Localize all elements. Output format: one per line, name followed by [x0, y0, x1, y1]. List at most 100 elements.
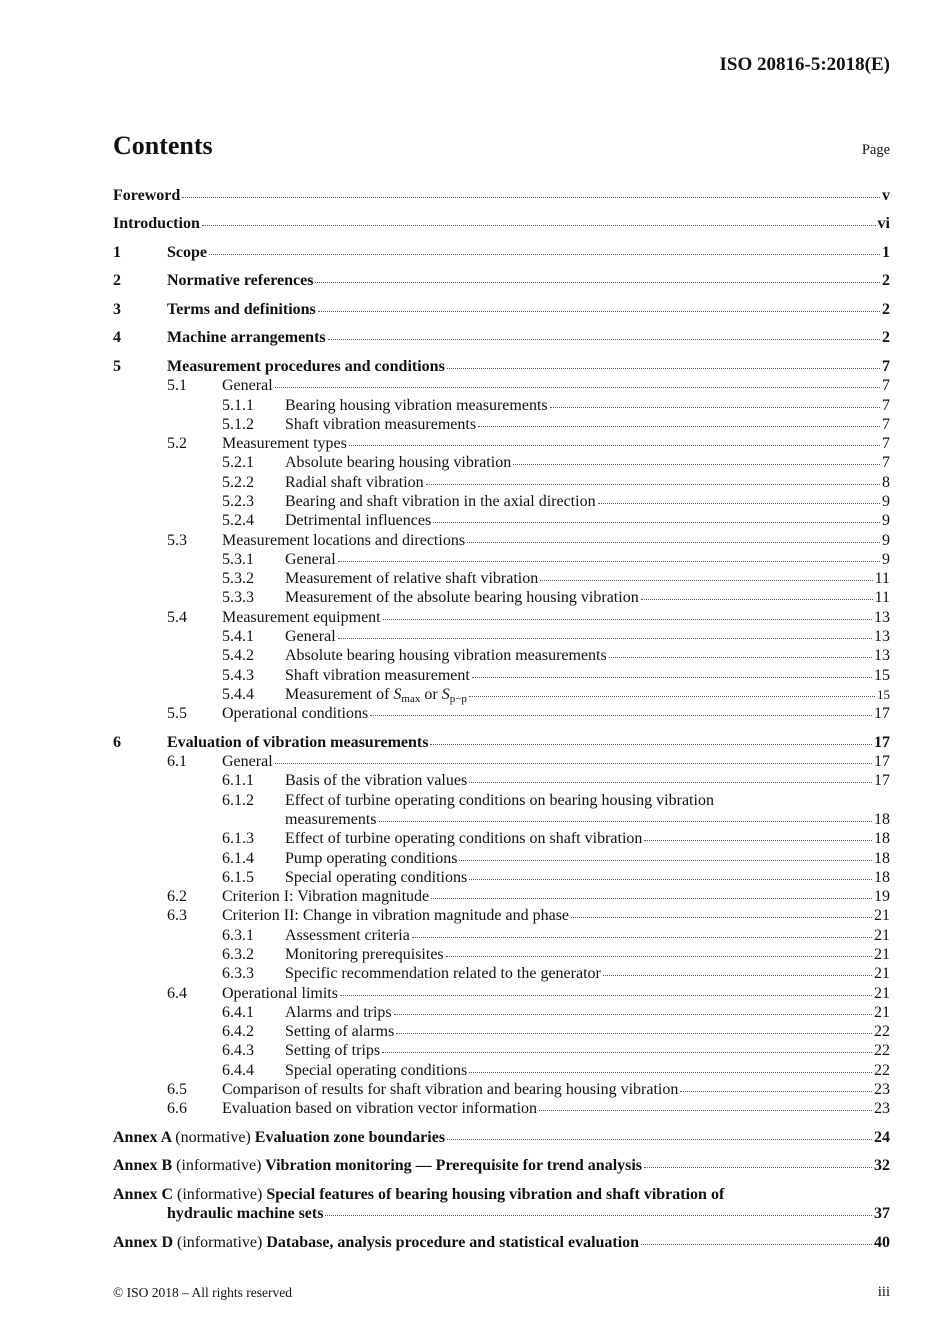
- dot-leader: [378, 820, 872, 822]
- toc-entry[interactable]: 6.6 Evaluation based on vibration vector …: [113, 1099, 890, 1118]
- toc-entry[interactable]: 5.2.4 Detrimental influences 9: [113, 511, 890, 530]
- toc-entry[interactable]: 5.1.1 Bearing housing vibration measureme…: [113, 396, 890, 415]
- toc-entry[interactable]: 6.2 Criterion I: Vibration magnitude 19: [113, 887, 890, 906]
- page-ref: 22: [874, 1061, 890, 1079]
- page-number: iii: [877, 1284, 890, 1300]
- annex-kind: (informative): [176, 1157, 262, 1175]
- section-title: Specific recommendation related to the g…: [285, 965, 601, 983]
- section-title: General: [285, 628, 336, 646]
- section-number: 5.4.4: [222, 685, 254, 703]
- toc-entry[interactable]: 5.3.1 General 9: [113, 550, 890, 569]
- toc-entry[interactable]: 1 Scope 1: [113, 243, 890, 262]
- toc-entry[interactable]: 6.4 Operational limits 21: [113, 984, 890, 1003]
- page-ref: 7: [882, 454, 890, 472]
- toc-entry[interactable]: 6.4.4 Special operating conditions 22: [113, 1061, 890, 1080]
- section-title: Radial shaft vibration: [285, 473, 424, 491]
- page-ref: v: [882, 187, 890, 204]
- section-number: 6.5: [167, 1081, 187, 1099]
- section-title: Bearing and shaft vibration in the axial…: [285, 492, 596, 510]
- toc-entry[interactable]: 5.4.3 Shaft vibration measurement 15: [113, 666, 890, 685]
- toc-entry[interactable]: 5.3 Measurement locations and directions 9: [113, 531, 890, 550]
- toc-entry[interactable]: 6.3.1 Assessment criteria 21: [113, 926, 890, 945]
- toc-entry-continuation[interactable]: hydraulic machine sets 37: [113, 1204, 890, 1223]
- section-number: 4: [113, 329, 121, 347]
- toc-entry[interactable]: Introduction vi: [113, 214, 890, 233]
- page-ref: 18: [874, 868, 890, 886]
- toc-entry[interactable]: 5.3.2 Measurement of relative shaft vibra…: [113, 569, 890, 588]
- page-ref: 13: [874, 647, 890, 665]
- annex-kind: (informative): [177, 1185, 263, 1203]
- toc-entry[interactable]: 5.2.3 Bearing and shaft vibration in the …: [113, 492, 890, 511]
- toc-entry[interactable]: 5.1 General 7: [113, 376, 890, 395]
- toc-entry[interactable]: 6.1.1 Basis of the vibration values 17: [113, 771, 890, 790]
- toc-entry[interactable]: 6.1.5 Special operating conditions 18: [113, 868, 890, 887]
- toc-entry[interactable]: 6.3 Criterion II: Change in vibration mag…: [113, 906, 890, 925]
- toc-entry[interactable]: 5.2.2 Radial shaft vibration 8: [113, 473, 890, 492]
- toc-entry[interactable]: 6.1.4 Pump operating conditions 18: [113, 849, 890, 868]
- toc-entry[interactable]: 6.1.3 Effect of turbine operating conditi…: [113, 829, 890, 848]
- toc-entry[interactable]: 6.3.3 Specific recommendation related to …: [113, 964, 890, 983]
- toc-entry[interactable]: 5.4.4 Measurement of Smax or Sp−p 15: [113, 685, 890, 705]
- section-number: 6.6: [167, 1100, 187, 1118]
- dot-leader: [433, 522, 880, 524]
- toc-entry[interactable]: 6.4.3 Setting of trips 22: [113, 1041, 890, 1060]
- toc-entry[interactable]: 5.2 Measurement types 7: [113, 434, 890, 453]
- section-number: 5.3.2: [222, 570, 254, 588]
- section-number: 5.4.2: [222, 647, 254, 665]
- toc-entry[interactable]: 6.1 General 17: [113, 752, 890, 771]
- toc-entry[interactable]: 6.4.2 Setting of alarms 22: [113, 1022, 890, 1041]
- page-ref: 17: [874, 772, 890, 790]
- page-ref: 21: [874, 907, 890, 925]
- section-number: 5.3: [167, 531, 187, 549]
- toc-entry[interactable]: 5.5 Operational conditions 17: [113, 704, 890, 723]
- toc-entry[interactable]: 3 Terms and definitions 2: [113, 300, 890, 319]
- dot-leader: [680, 1091, 872, 1093]
- toc-entry[interactable]: Annex B (informative) Vibration monitori…: [113, 1156, 890, 1175]
- toc-entry[interactable]: 5 Measurement procedures and conditions 7: [113, 357, 890, 376]
- page-ref: 17: [874, 733, 890, 751]
- toc-entry[interactable]: Annex A (normative) Evaluation zone boun…: [113, 1128, 890, 1147]
- table-of-contents: Foreword v Introduction vi 1 Scope 1 2 Normative…: [113, 186, 890, 1252]
- section-number: 5.3.3: [222, 589, 254, 607]
- page-ref: 17: [874, 753, 890, 771]
- dot-leader: [337, 638, 872, 640]
- section-number: 1: [113, 243, 121, 261]
- toc-entry[interactable]: 6 Evaluation of vibration measurements 17: [113, 733, 890, 752]
- toc-entry[interactable]: 5.4 Measurement equipment 13: [113, 608, 890, 627]
- dot-leader: [209, 253, 880, 255]
- toc-entry[interactable]: 6.5 Comparison of results for shaft vibra…: [113, 1080, 890, 1099]
- page-ref: 9: [882, 531, 890, 549]
- toc-entry[interactable]: 5.1.2 Shaft vibration measurements 7: [113, 415, 890, 434]
- toc-entry[interactable]: Foreword v: [113, 186, 890, 205]
- annex-title-line: Database, analysis procedure and statist…: [266, 1233, 640, 1251]
- section-title: Normative references: [167, 272, 314, 290]
- section-title: Criterion I: Vibration magnitude: [222, 888, 430, 906]
- section-title: Monitoring prerequisites: [285, 946, 444, 963]
- toc-entry[interactable]: 2 Normative references 2: [113, 271, 890, 290]
- toc-entry[interactable]: 4 Machine arrangements 2: [113, 328, 890, 347]
- dot-leader: [640, 599, 873, 601]
- toc-entry[interactable]: Annex C (informative) Special features o…: [113, 1185, 890, 1204]
- dot-leader: [445, 956, 872, 957]
- toc-entry[interactable]: 5.3.3 Measurement of the absolute bearing…: [113, 588, 890, 607]
- dot-leader: [571, 917, 872, 919]
- section-title: Setting of alarms: [285, 1023, 395, 1041]
- toc-entry[interactable]: 5.4.2 Absolute bearing housing vibration …: [113, 646, 890, 665]
- page-ref: 1: [882, 243, 890, 261]
- section-title: Measurement locations and directions: [222, 531, 466, 549]
- subscript: max: [401, 692, 421, 705]
- section-title: Shaft vibration measurements: [285, 415, 477, 433]
- toc-entry[interactable]: 6.3.2 Monitoring prerequisites 21: [113, 945, 890, 964]
- section-number: 5.2.4: [222, 512, 254, 530]
- section-title: Measurement of relative shaft vibration: [285, 570, 539, 588]
- toc-entry[interactable]: 5.4.1 General 13: [113, 627, 890, 646]
- section-title: Foreword: [113, 187, 181, 204]
- toc-entry-continuation[interactable]: measurements 18: [113, 810, 890, 829]
- dot-leader: [468, 695, 875, 697]
- toc-entry[interactable]: 5.2.1 Absolute bearing housing vibration 7: [113, 453, 890, 472]
- toc-entry[interactable]: 6.4.1 Alarms and trips 21: [113, 1003, 890, 1022]
- toc-entry[interactable]: Annex D (informative) Database, analysis…: [113, 1233, 890, 1252]
- page-ref: 18: [874, 830, 890, 848]
- toc-entry[interactable]: 6.1.2 Effect of turbine operating conditi…: [113, 791, 890, 810]
- section-number: 6.1.3: [222, 830, 254, 848]
